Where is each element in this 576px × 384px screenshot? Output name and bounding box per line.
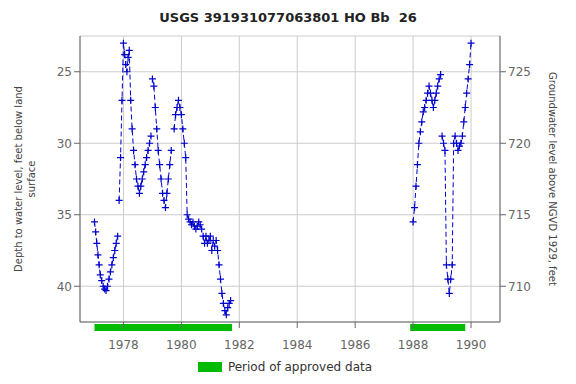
svg-text:1980: 1980 [166, 338, 197, 352]
svg-text:1982: 1982 [224, 338, 255, 352]
svg-text:715: 715 [508, 208, 531, 222]
svg-text:25: 25 [57, 65, 72, 79]
svg-text:35: 35 [57, 208, 72, 222]
html-text:USGS 391931077063801 HO Bb 26: USGS 391931077063801 HO Bb 26 [159, 10, 417, 25]
svg-text:1990: 1990 [456, 338, 487, 352]
svg-text:1978: 1978 [108, 338, 139, 352]
svg-text:Groundwater level above NGVD 1: Groundwater level above NGVD 1929, feet [547, 72, 558, 286]
svg-text:725: 725 [508, 65, 531, 79]
html-text:Period of approved data: Period of approved data [227, 360, 373, 374]
svg-text:720: 720 [508, 137, 531, 151]
svg-text:40: 40 [57, 280, 72, 294]
svg-text:710: 710 [508, 280, 531, 294]
svg-text:1984: 1984 [282, 338, 313, 352]
svg-text:surface: surface [26, 161, 37, 198]
svg-text:Depth to water level, feet bel: Depth to water level, feet below land [13, 86, 24, 272]
svg-text:30: 30 [57, 137, 72, 151]
svg-text:1988: 1988 [398, 338, 429, 352]
svg-text:1986: 1986 [340, 338, 371, 352]
